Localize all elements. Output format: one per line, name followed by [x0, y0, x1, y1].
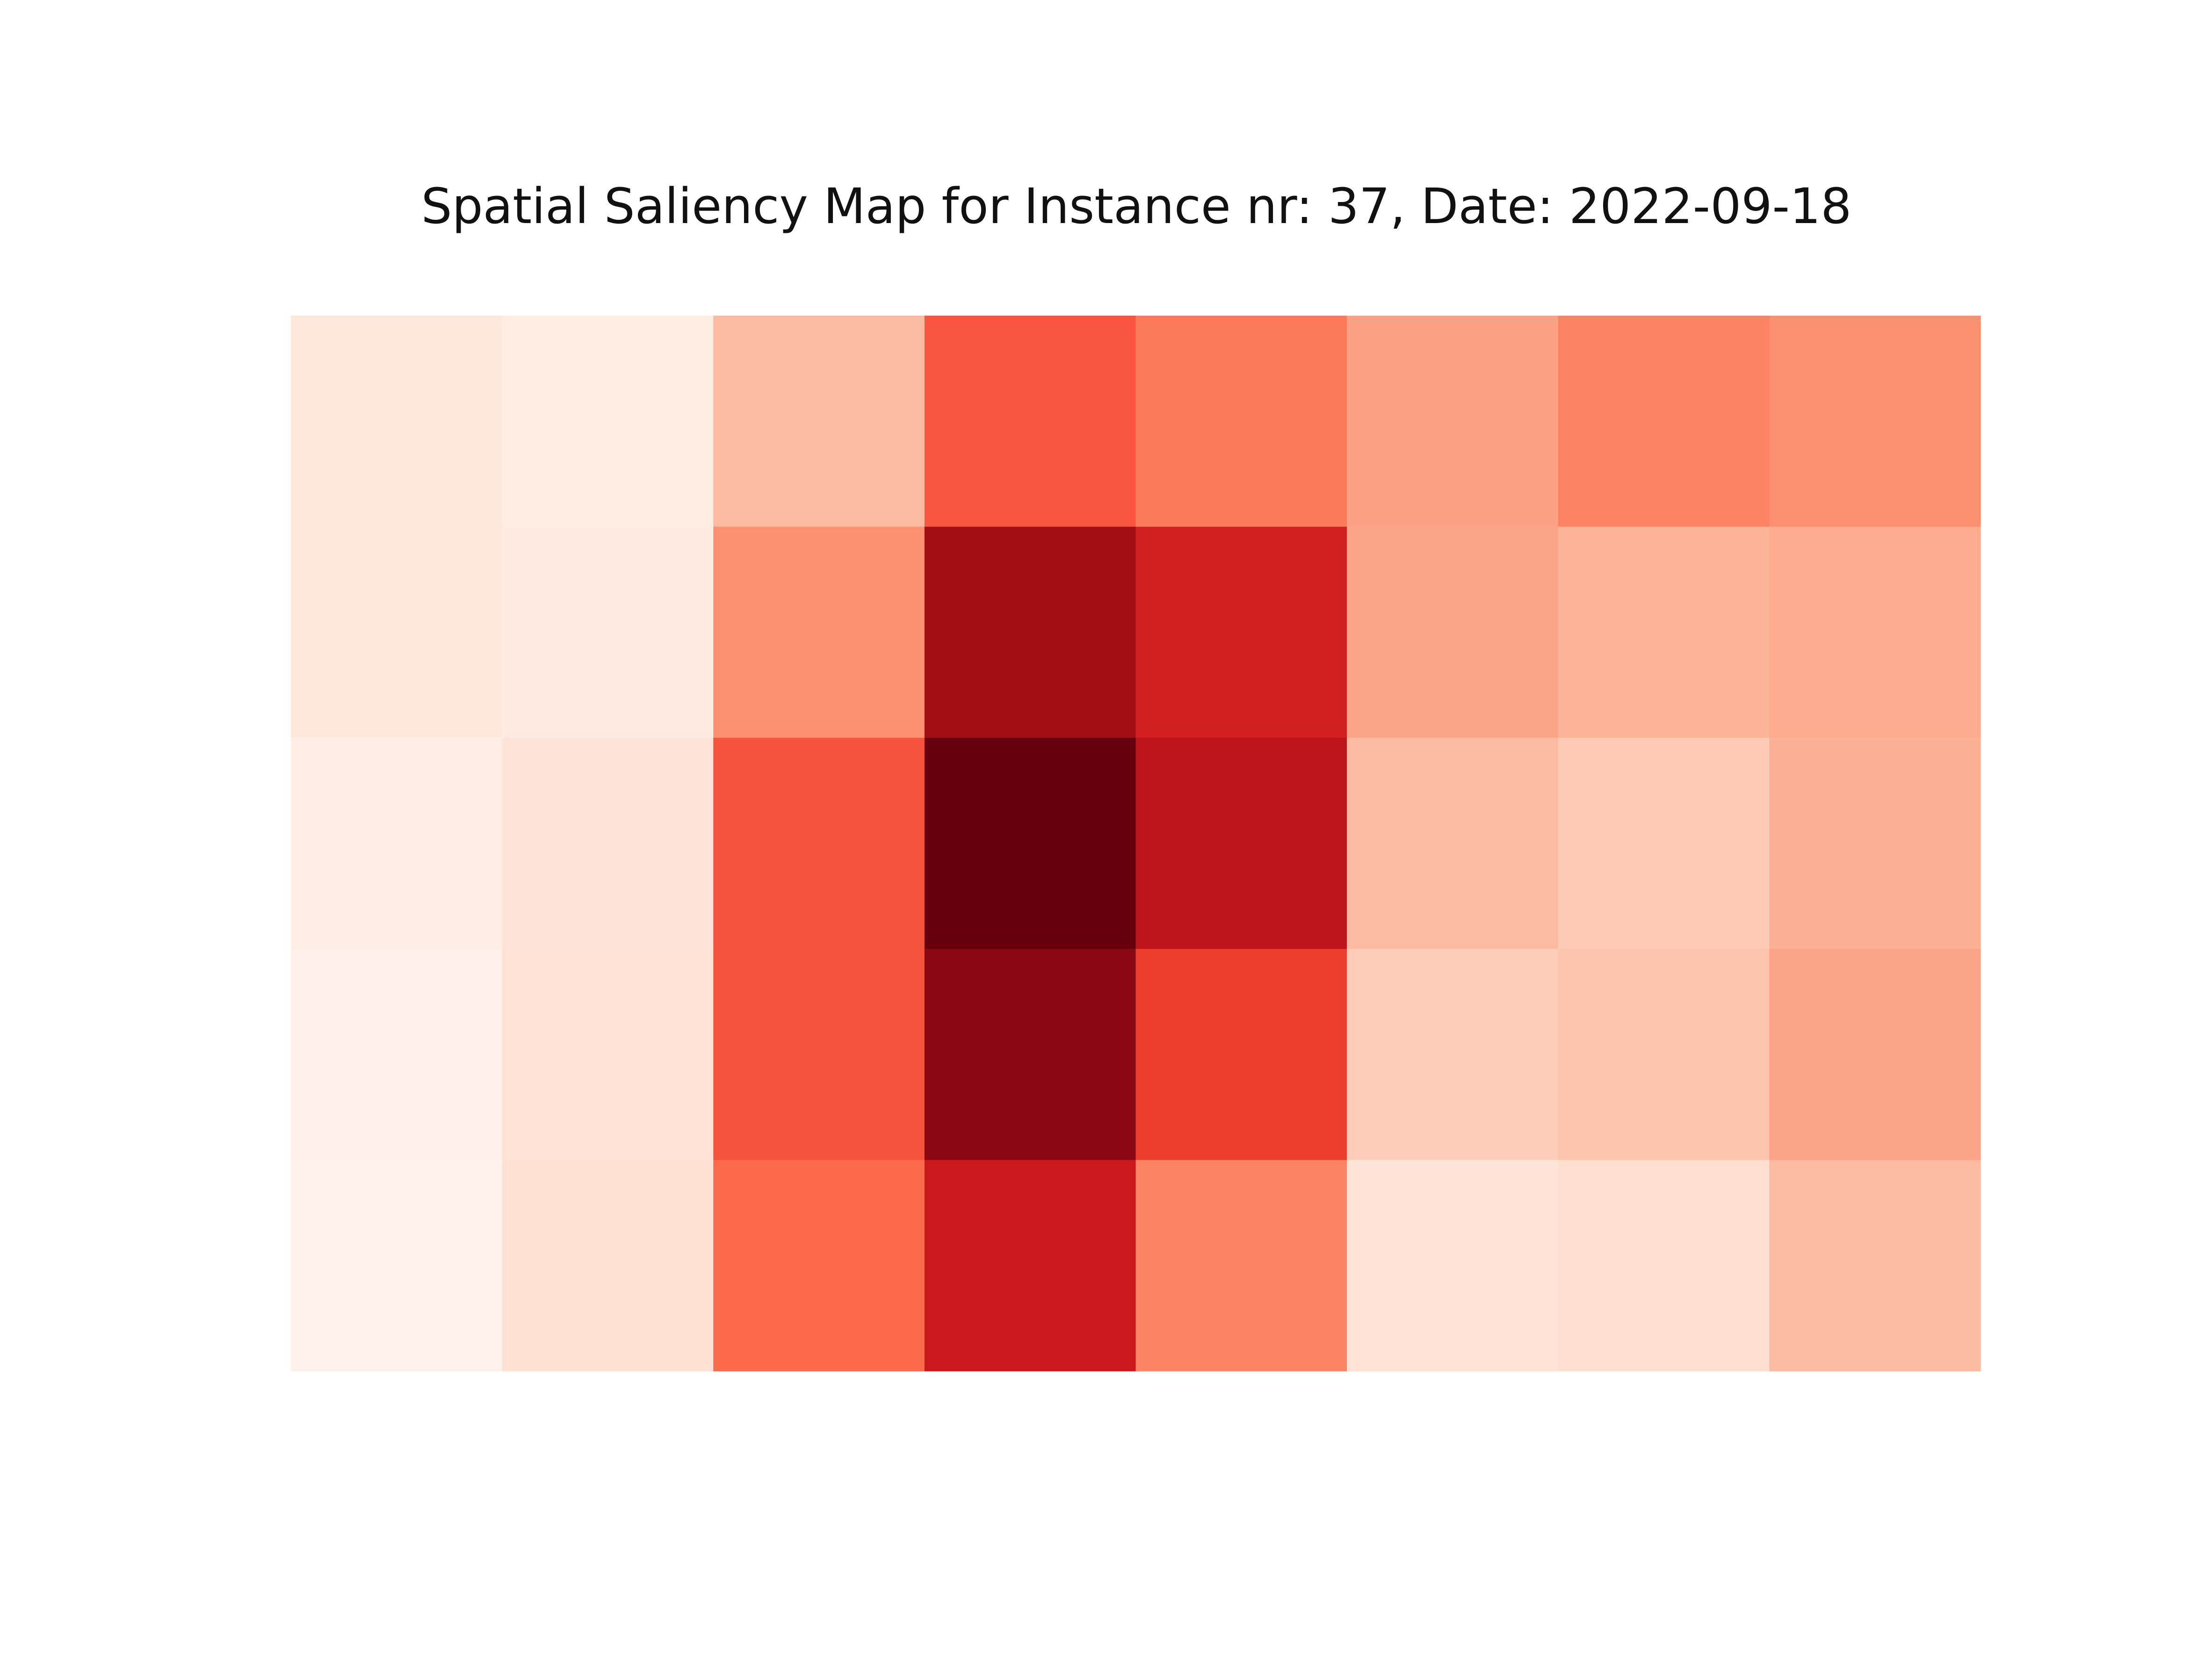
heatmap-cell-r3-c0	[291, 949, 503, 1161]
chart-title: Spatial Saliency Map for Instance nr: 37…	[421, 178, 1852, 235]
heatmap-cell-r2-c4	[1135, 737, 1347, 949]
heatmap-cell-r3-c1	[502, 949, 714, 1161]
heatmap-cell-r3-c6	[1558, 949, 1770, 1161]
heatmap-cell-r2-c5	[1347, 737, 1559, 949]
heatmap-cell-r0-c7	[1769, 316, 1981, 527]
heatmap-cell-r4-c4	[1135, 1160, 1347, 1372]
heatmap-cell-r4-c0	[291, 1160, 503, 1372]
heatmap-cell-r3-c5	[1347, 949, 1559, 1161]
heatmap-cell-r4-c6	[1558, 1160, 1770, 1372]
heatmap-cell-r2-c7	[1769, 737, 1981, 949]
heatmap-cell-r2-c6	[1558, 737, 1770, 949]
heatmap-cells	[291, 316, 1981, 1372]
heatmap-cell-r0-c1	[502, 316, 714, 527]
heatmap-cell-r0-c5	[1347, 316, 1559, 527]
heatmap-cell-r0-c4	[1135, 316, 1347, 527]
heatmap-cell-r1-c6	[1558, 527, 1770, 738]
heatmap-cell-r2-c2	[713, 737, 925, 949]
heatmap-cell-r2-c3	[924, 737, 1136, 949]
heatmap-cell-r3-c2	[713, 949, 925, 1161]
heatmap-cell-r4-c5	[1347, 1160, 1559, 1372]
heatmap-cell-r3-c4	[1135, 949, 1347, 1161]
heatmap-cell-r4-c1	[502, 1160, 714, 1372]
heatmap-cell-r2-c1	[502, 737, 714, 949]
heatmap-cell-r2-c0	[291, 737, 503, 949]
heatmap-cell-r4-c2	[713, 1160, 925, 1372]
heatmap-cell-r0-c3	[924, 316, 1136, 527]
heatmap-cell-r1-c7	[1769, 527, 1981, 738]
heatmap-cell-r1-c0	[291, 527, 503, 738]
heatmap-cell-r4-c7	[1769, 1160, 1981, 1372]
heatmap-cell-r1-c2	[713, 527, 925, 738]
heatmap-cell-r4-c3	[924, 1160, 1136, 1372]
heatmap-cell-r1-c4	[1135, 527, 1347, 738]
heatmap-cell-r1-c1	[502, 527, 714, 738]
heatmap-cell-r1-c3	[924, 527, 1136, 738]
heatmap-cell-r3-c7	[1769, 949, 1981, 1161]
heatmap-cell-r0-c0	[291, 316, 503, 527]
heatmap-cell-r3-c3	[924, 949, 1136, 1161]
heatmap-cell-r0-c6	[1558, 316, 1770, 527]
heatmap-cell-r1-c5	[1347, 527, 1559, 738]
heatmap-cell-r0-c2	[713, 316, 925, 527]
